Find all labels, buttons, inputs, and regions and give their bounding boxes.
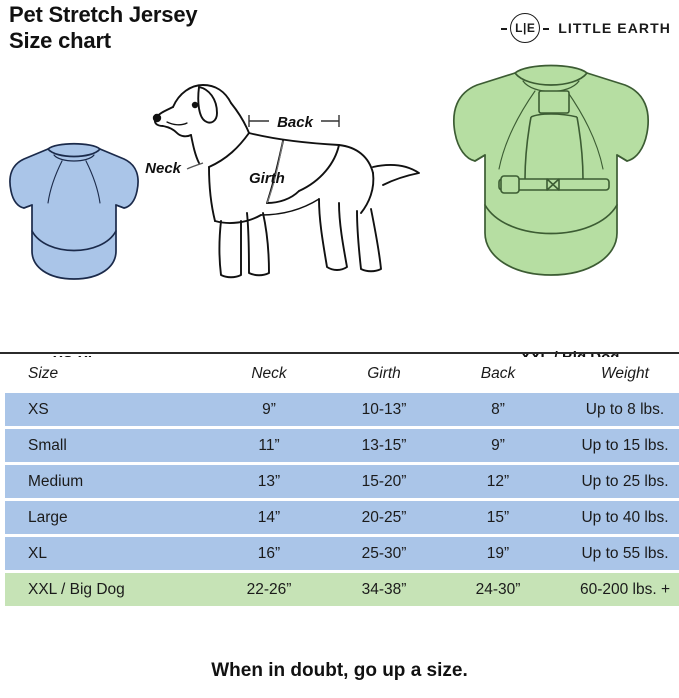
cell-weight: 60-200 lbs. + (553, 573, 679, 606)
cell-back: 19” (443, 537, 553, 570)
monogram-dash-left-icon (501, 28, 508, 30)
cell-back: 15” (443, 501, 553, 534)
dog-measurement-diagram: Back Neck Girth (145, 84, 420, 279)
table-row: Large 14” 20-25” 15” Up to 40 lbs. (5, 501, 679, 534)
page-title: Pet Stretch Jersey Size chart (9, 2, 198, 54)
monogram-circle-icon: L|E (510, 13, 541, 43)
size-table: Size Neck Girth Back Weight XS 9” 10-13” 8”… (5, 354, 679, 609)
column-header-girth: Girth (325, 357, 443, 390)
cell-size: Small (5, 429, 213, 462)
table-row: XS 9” 10-13” 8” Up to 8 lbs. (5, 393, 679, 426)
blue-jersey-illustration (9, 142, 139, 280)
table-row: XXL / Big Dog 22-26” 34-38” 24-30” 60-200 lb… (5, 573, 679, 606)
monogram-dash-right-icon (543, 28, 550, 30)
table-row: Medium 13” 15-20” 12” Up to 25 lbs. (5, 465, 679, 498)
size-table-head: Size Neck Girth Back Weight (5, 357, 679, 390)
cell-weight: Up to 25 lbs. (553, 465, 679, 498)
cell-neck: 14” (213, 501, 325, 534)
cell-size: Large (5, 501, 213, 534)
cell-neck: 9” (213, 393, 325, 426)
table-header-row: Size Neck Girth Back Weight (5, 357, 679, 390)
cell-neck: 13” (213, 465, 325, 498)
size-table-body: XS 9” 10-13” 8” Up to 8 lbs. Small 11” 13-15” 9”… (5, 393, 679, 606)
cell-weight: Up to 8 lbs. (553, 393, 679, 426)
table-row: Small 11” 13-15” 9” Up to 15 lbs. (5, 429, 679, 462)
dog-label-girth: Girth (249, 170, 285, 187)
cell-girth: 10-13” (325, 393, 443, 426)
cell-weight: Up to 15 lbs. (553, 429, 679, 462)
cell-girth: 25-30” (325, 537, 443, 570)
cell-size: XS (5, 393, 213, 426)
cell-back: 8” (443, 393, 553, 426)
column-header-back: Back (443, 357, 553, 390)
brand-name: LITTLE EARTH (558, 20, 671, 36)
cell-back: 12” (443, 465, 553, 498)
size-table-wrapper: Size Neck Girth Back Weight XS 9” 10-13” 8”… (0, 352, 679, 609)
cell-girth: 13-15” (325, 429, 443, 462)
page-title-line-2: Size chart (9, 27, 111, 53)
cell-neck: 11” (213, 429, 325, 462)
cell-size: XL (5, 537, 213, 570)
cell-girth: 15-20” (325, 465, 443, 498)
cell-size: XXL / Big Dog (5, 573, 213, 606)
column-header-size: Size (5, 357, 213, 390)
column-header-neck: Neck (213, 357, 325, 390)
dog-label-back: Back (277, 114, 314, 131)
cell-neck: 22-26” (213, 573, 325, 606)
cell-back: 9” (443, 429, 553, 462)
cell-weight: Up to 55 lbs. (553, 537, 679, 570)
little-earth-monogram-icon: L|E (501, 12, 550, 44)
dog-label-neck: Neck (145, 160, 182, 177)
cell-neck: 16” (213, 537, 325, 570)
monogram-letters: L|E (515, 21, 536, 35)
table-row: XL 16” 25-30” 19” Up to 55 lbs. (5, 537, 679, 570)
page-title-line-1: Pet Stretch Jersey (9, 2, 198, 27)
cell-back: 24-30” (443, 573, 553, 606)
cell-weight: Up to 40 lbs. (553, 501, 679, 534)
cell-girth: 34-38” (325, 573, 443, 606)
footer-note: When in doubt, go up a size. (211, 660, 468, 681)
illustration-band: Back Neck Girth (0, 55, 679, 383)
column-header-weight: Weight (553, 357, 679, 390)
cell-size: Medium (5, 465, 213, 498)
green-jersey-illustration (453, 64, 649, 276)
cell-girth: 20-25” (325, 501, 443, 534)
brand-logo: L|E LITTLE EARTH (501, 12, 671, 44)
table-top-rule (0, 352, 679, 354)
